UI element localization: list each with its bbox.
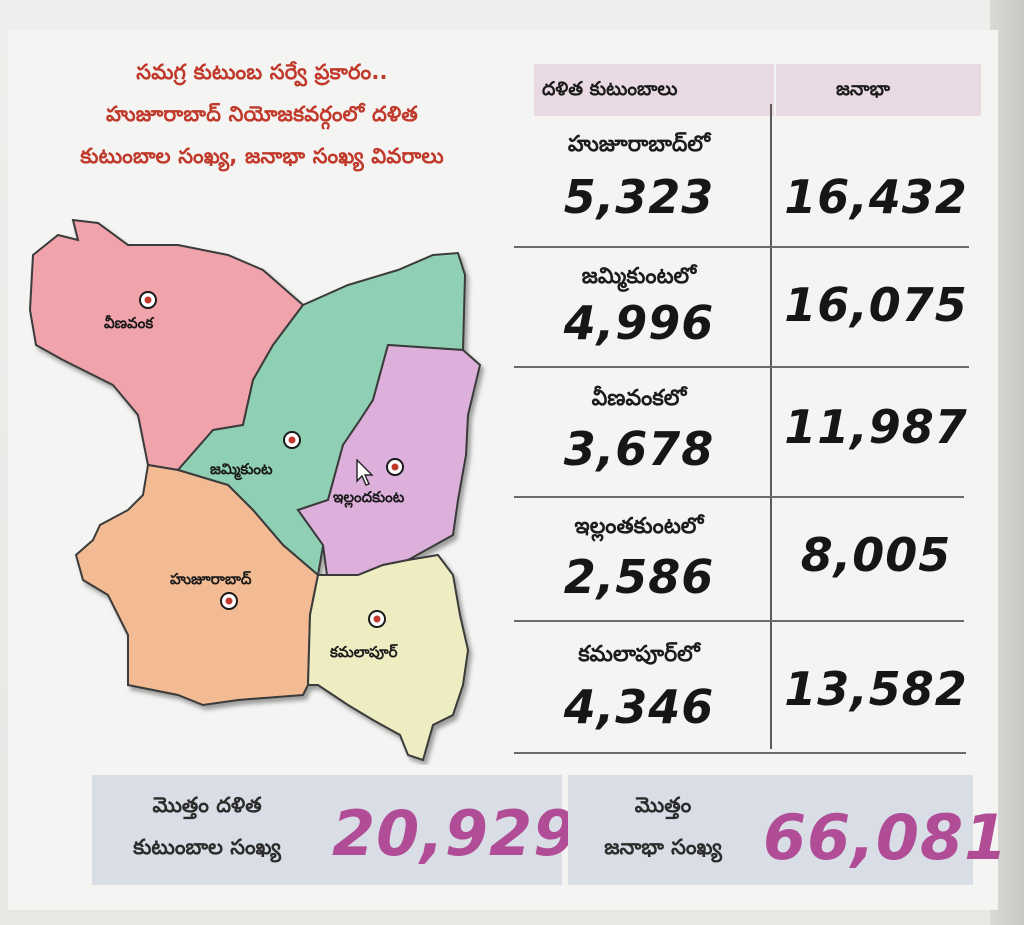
total-families-label-2: కుటుంబాల సంఖ్య xyxy=(133,835,281,859)
row-population-value: 8,005 xyxy=(800,528,952,582)
row-population-value: 13,582 xyxy=(784,662,968,716)
row-families-value: 2,586 xyxy=(563,550,715,604)
map-label-veenavanka: వీణవంక xyxy=(104,314,154,332)
region-kamalapur xyxy=(306,553,470,762)
row-place-label: ఇల్లంతకుంటలో xyxy=(574,514,704,539)
total-population-label-1: మొత్తం xyxy=(634,793,692,817)
title-line-1: సమగ్ర కుటుంబ సర్వే ప్రకారం.. xyxy=(136,60,388,84)
row-divider xyxy=(514,620,964,622)
table-header-population: జనాభా xyxy=(836,78,890,100)
map-label-huzurabad: హుజూరాబాద్ xyxy=(170,570,252,588)
constituency-map xyxy=(28,218,482,762)
row-families-value: 5,323 xyxy=(563,170,715,224)
table-header-families: దళిత కుటుంబాలు xyxy=(542,78,678,100)
row-families-value: 4,346 xyxy=(563,680,715,734)
row-population-value: 16,075 xyxy=(784,278,968,332)
row-divider xyxy=(514,246,969,248)
row-divider xyxy=(514,752,966,754)
total-families-value: 20,929 xyxy=(332,797,578,870)
row-place-label: వీణవంకలో xyxy=(591,386,687,411)
row-place-label: జమ్మికుంటలో xyxy=(581,264,697,289)
map-label-kamalapur: కమలాపూర్ xyxy=(330,643,398,661)
table-header-population-cell: జనాభా xyxy=(776,64,981,116)
row-population-value: 16,432 xyxy=(784,170,968,224)
region-huzurabad xyxy=(74,463,320,707)
title-line-2: హుజూరాబాద్ నియోజకవర్గంలో దళిత xyxy=(106,102,418,126)
table-header-families-cell: దళిత కుటుంబాలు xyxy=(534,64,774,116)
map-label-jammikunta: జమ్మికుంట xyxy=(210,460,273,478)
location-dot-icon xyxy=(139,291,157,309)
row-families-value: 4,996 xyxy=(563,296,715,350)
location-dot-icon xyxy=(283,431,301,449)
map-label-illandakunta: ఇల్లందకుంట xyxy=(333,488,405,506)
total-population-label-2: జనాభా సంఖ్య xyxy=(604,835,722,859)
title-line-3: కుటుంబాల సంఖ్య, జనాభా సంఖ్య వివరాలు xyxy=(80,144,444,168)
mouse-cursor-icon xyxy=(356,459,374,486)
total-population-box: మొత్తం జనాభా సంఖ్య 66,081 xyxy=(568,775,1007,885)
location-dot-icon xyxy=(220,592,238,610)
location-dot-icon xyxy=(386,458,404,476)
total-families-box: మొత్తం దళిత కుటుంబాల సంఖ్య 20,929 xyxy=(92,775,576,885)
location-dot-icon xyxy=(368,610,386,628)
total-families-label-1: మొత్తం దళిత xyxy=(152,793,262,817)
row-place-label: హుజూరాబాద్‌లో xyxy=(567,132,711,157)
table-divider xyxy=(770,104,772,749)
data-table: దళిత కుటుంబాలు జనాభా హుజూరాబాద్‌లో 5,323… xyxy=(514,64,984,764)
row-population-value: 11,987 xyxy=(784,400,968,454)
row-divider xyxy=(514,496,964,498)
total-population-value: 66,081 xyxy=(763,801,1009,874)
row-families-value: 3,678 xyxy=(563,422,715,476)
row-place-label: కమలాపూర్‌లో xyxy=(578,642,700,667)
row-divider xyxy=(514,366,969,368)
